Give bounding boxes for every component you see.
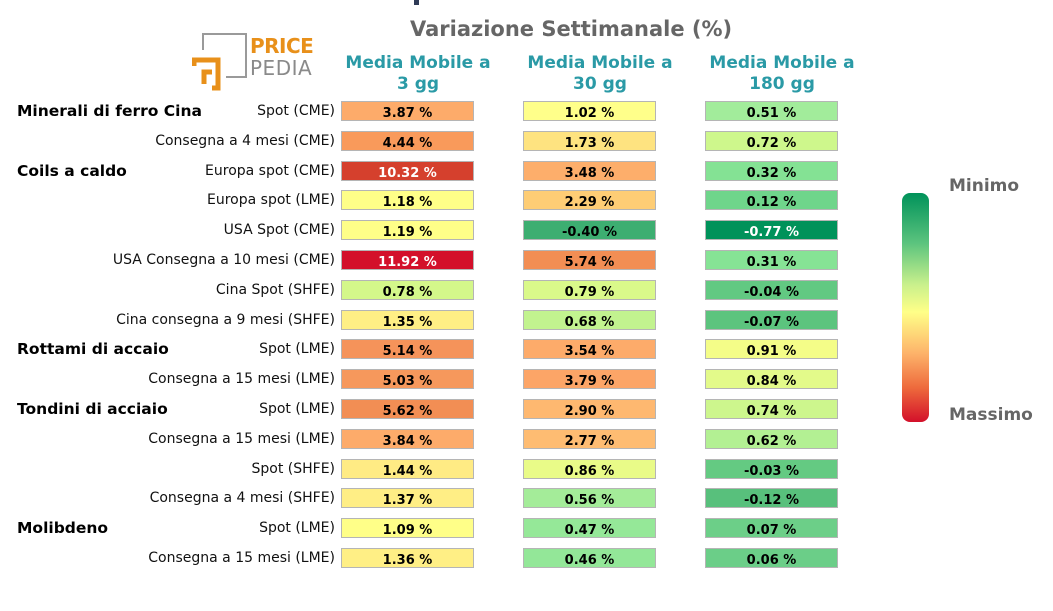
value-cell: 1.37 % bbox=[341, 488, 474, 509]
value-cell: -0.04 % bbox=[705, 279, 838, 300]
value-cell: 11.92 % bbox=[341, 250, 474, 270]
value-cell: 2.77 % bbox=[523, 428, 656, 449]
value-cell: 3.87 % bbox=[341, 101, 474, 121]
value-cell: 5.74 % bbox=[523, 250, 656, 270]
value-cell: 10.32 % bbox=[341, 160, 474, 181]
logo-mark-icon bbox=[191, 33, 247, 91]
row-label: Consegna a 4 mesi (CME) bbox=[155, 132, 335, 149]
column-header-line: 30 gg bbox=[573, 74, 627, 94]
top-marker bbox=[414, 0, 419, 5]
row-label: Spot (LME) bbox=[259, 520, 335, 537]
legend-min-label: Minimo bbox=[949, 176, 1020, 196]
row-label: Consegna a 4 mesi (SHFE) bbox=[149, 490, 335, 507]
value-cell: 5.14 % bbox=[341, 339, 474, 360]
value-cell: 1.35 % bbox=[341, 309, 474, 330]
group-label: Minerali di ferro Cina bbox=[17, 102, 202, 120]
row-label: Spot (SHFE) bbox=[251, 460, 335, 477]
value-cell: 0.72 % bbox=[705, 130, 838, 151]
color-scale-bar bbox=[902, 193, 929, 422]
row-label: Europa spot (LME) bbox=[207, 192, 335, 209]
column-header-2: Media Mobile a 180 gg bbox=[697, 53, 867, 95]
value-cell: 1.09 % bbox=[341, 518, 474, 539]
value-cell: 0.32 % bbox=[705, 160, 838, 181]
column-header-line: Media Mobile a bbox=[527, 53, 673, 73]
value-cell: 0.07 % bbox=[705, 518, 838, 539]
column-header-line: 3 gg bbox=[396, 74, 440, 94]
column-header-line: Media Mobile a bbox=[345, 53, 491, 73]
row-label: Consegna a 15 mesi (LME) bbox=[148, 430, 335, 447]
value-cell: 1.02 % bbox=[523, 101, 656, 121]
value-cell: 2.29 % bbox=[523, 190, 656, 211]
value-cell: 0.46 % bbox=[523, 548, 656, 568]
row-label: USA Spot (CME) bbox=[223, 222, 335, 239]
column-header-line: Media Mobile a bbox=[709, 53, 855, 73]
group-label: Tondini di acciaio bbox=[17, 400, 168, 418]
value-cell: 5.62 % bbox=[341, 399, 474, 419]
value-cell: 0.79 % bbox=[523, 279, 656, 300]
row-label: USA Consegna a 10 mesi (CME) bbox=[112, 252, 335, 268]
logo-word-price: PRICE bbox=[250, 34, 314, 58]
value-cell: 0.12 % bbox=[705, 190, 838, 211]
value-cell: 0.51 % bbox=[705, 101, 838, 121]
column-header-1: Media Mobile a 30 gg bbox=[515, 53, 685, 95]
row-label: Europa spot (CME) bbox=[205, 162, 335, 179]
logo-word-pedia: PEDIA bbox=[250, 56, 313, 80]
row-label: Consegna a 15 mesi (LME) bbox=[148, 550, 335, 566]
group-label: Coils a caldo bbox=[17, 161, 127, 180]
value-cell: 0.74 % bbox=[705, 399, 838, 419]
group-label: Rottami di accaio bbox=[17, 340, 169, 359]
row-label: Consegna a 15 mesi (LME) bbox=[148, 371, 335, 388]
row-label: Cina Spot (SHFE) bbox=[215, 281, 335, 298]
value-cell: 3.54 % bbox=[523, 339, 656, 360]
value-cell: 0.47 % bbox=[523, 518, 656, 539]
column-header-line: 180 gg bbox=[749, 74, 815, 94]
value-cell: 0.91 % bbox=[705, 339, 838, 360]
row-label: Spot (LME) bbox=[259, 401, 335, 417]
value-cell: 2.90 % bbox=[523, 399, 656, 419]
value-cell: -0.12 % bbox=[705, 488, 838, 509]
value-cell: -0.07 % bbox=[705, 309, 838, 330]
row-label: Spot (LME) bbox=[259, 341, 335, 358]
value-cell: 3.84 % bbox=[341, 428, 474, 449]
value-cell: -0.03 % bbox=[705, 458, 838, 479]
value-cell: 1.73 % bbox=[523, 130, 656, 151]
value-cell: 0.56 % bbox=[523, 488, 656, 509]
row-label: Cina consegna a 9 mesi (SHFE) bbox=[116, 311, 335, 328]
value-cell: 1.44 % bbox=[341, 458, 474, 479]
value-cell: 1.36 % bbox=[341, 548, 474, 568]
value-cell: 4.44 % bbox=[341, 130, 474, 151]
value-cell: 1.19 % bbox=[341, 220, 474, 241]
chart-title: Variazione Settimanale (%) bbox=[410, 17, 733, 41]
value-cell: 0.86 % bbox=[523, 458, 656, 479]
group-label: Molibdeno bbox=[17, 519, 109, 538]
value-cell: 3.48 % bbox=[523, 160, 656, 181]
value-cell: 0.62 % bbox=[705, 428, 838, 449]
value-cell: 0.84 % bbox=[705, 369, 838, 390]
value-cell: 0.78 % bbox=[341, 279, 474, 300]
legend-max-label: Massimo bbox=[949, 405, 1033, 425]
value-cell: 0.06 % bbox=[705, 548, 838, 568]
row-label: Spot (CME) bbox=[257, 103, 335, 119]
value-cell: 1.18 % bbox=[341, 190, 474, 211]
value-cell: 5.03 % bbox=[341, 369, 474, 390]
value-cell: 0.68 % bbox=[523, 309, 656, 330]
value-cell: -0.40 % bbox=[523, 220, 656, 241]
value-cell: -0.77 % bbox=[705, 220, 838, 241]
value-cell: 0.31 % bbox=[705, 250, 838, 270]
pricepedia-logo: PRICE PEDIA bbox=[191, 32, 322, 92]
value-cell: 3.79 % bbox=[523, 369, 656, 390]
